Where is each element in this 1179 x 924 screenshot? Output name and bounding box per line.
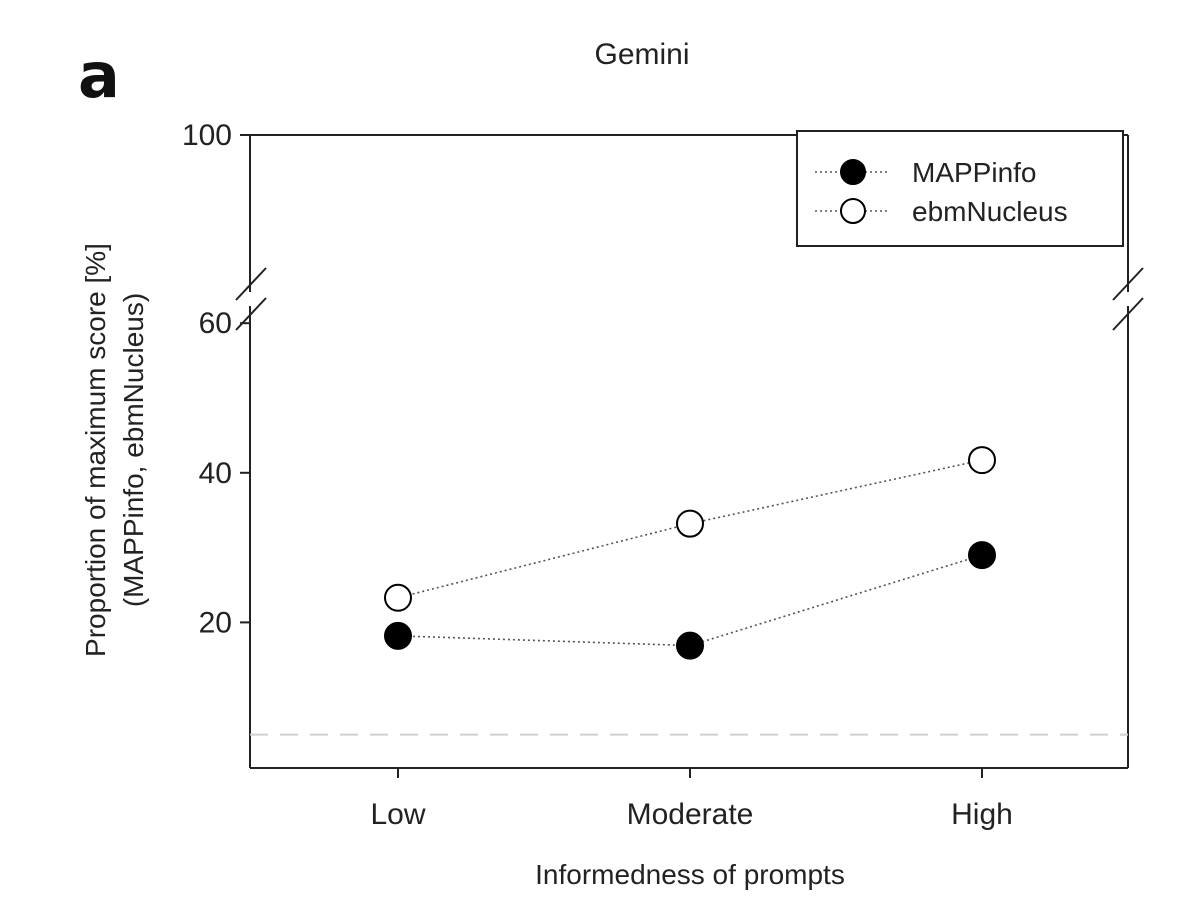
y-tick-label-60: 60 bbox=[199, 307, 232, 340]
x-tick-label-high: High bbox=[951, 798, 1013, 831]
legend-marker-mappinfo bbox=[840, 159, 866, 185]
point-ebmnucleus-moderate bbox=[676, 509, 704, 538]
legend-marker-ebmnucleus bbox=[840, 198, 866, 224]
break-mark-left-2 bbox=[235, 297, 267, 331]
point-mappinfo-high bbox=[968, 541, 996, 570]
point-ebmnucleus-high bbox=[968, 446, 996, 475]
point-mappinfo-low bbox=[384, 621, 412, 650]
break-mark-right-1 bbox=[1112, 267, 1144, 301]
legend: MAPPinfo ebmNucleus bbox=[796, 130, 1124, 247]
x-tick-label-low: Low bbox=[370, 798, 425, 831]
legend-label-mappinfo: MAPPinfo bbox=[912, 157, 1037, 188]
break-mark-left-1 bbox=[235, 267, 267, 301]
break-mark-right-2 bbox=[1112, 297, 1144, 331]
point-ebmnucleus-low bbox=[384, 583, 412, 612]
series-layer bbox=[384, 446, 996, 660]
legend-box bbox=[796, 130, 1124, 247]
series-line-mappinfo bbox=[397, 554, 983, 647]
y-axis: 20 40 60 100 bbox=[182, 119, 250, 639]
point-mappinfo-moderate bbox=[676, 631, 704, 660]
x-axis-title: Informedness of prompts bbox=[535, 859, 845, 890]
panel-letter: a bbox=[78, 39, 120, 112]
legend-label-ebmnucleus: ebmNucleus bbox=[912, 196, 1068, 227]
y-tick-label-20: 20 bbox=[199, 606, 232, 639]
y-axis-title-line-2: (MAPPinfo, ebmNucleus) bbox=[118, 293, 149, 607]
y-tick-label-40: 40 bbox=[199, 457, 232, 490]
chart-title: Gemini bbox=[594, 38, 689, 71]
x-tick-label-moderate: Moderate bbox=[627, 798, 754, 831]
axis-break-marks bbox=[235, 267, 1144, 331]
y-axis-title-line-1: Proportion of maximum score [%] bbox=[80, 243, 111, 657]
y-tick-label-100: 100 bbox=[182, 119, 232, 152]
x-axis: Low Moderate High bbox=[370, 768, 1013, 831]
